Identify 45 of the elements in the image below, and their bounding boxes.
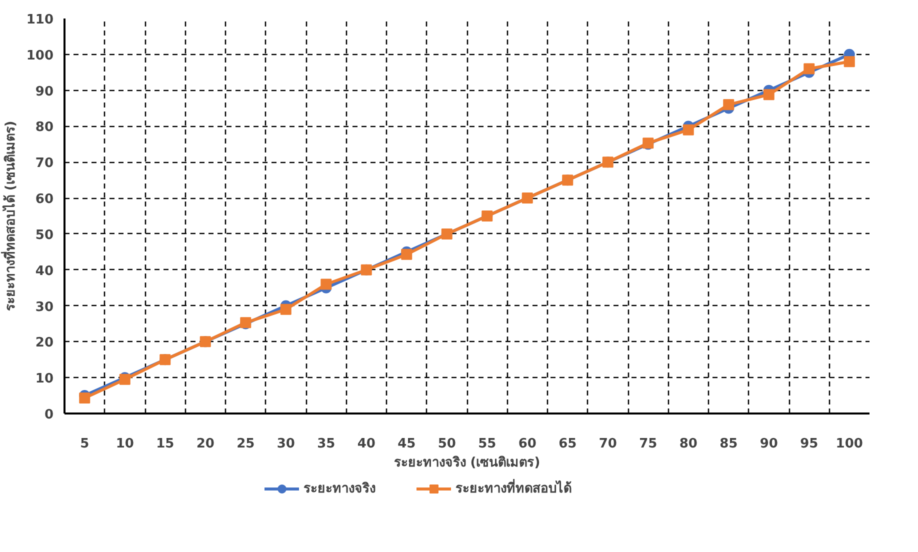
y-tick-label: 70 [35,156,54,172]
y-tick-label: 50 [35,228,54,243]
legend-label: ระยะทางจริง [304,480,376,498]
point [79,392,90,404]
x-tick-label: 15 [156,436,174,452]
y-tick-label: 110 [26,12,54,28]
x-tick-label: 10 [116,436,134,452]
x-tick-label: 80 [679,436,698,452]
x-tick-label: 40 [357,436,376,452]
y-axis-title: ระยะทางที่ทดสอบได้ (เซนติเมตร) [0,120,18,312]
x-tick-label: 100 [836,436,863,452]
legend-label: ระยะทางที่ทดสอบได้ [456,478,572,498]
x-tick-label: 35 [317,436,336,452]
y-tick-label: 80 [35,120,54,136]
y-tick-label: 90 [35,84,54,100]
y-tick-label: 40 [35,264,54,279]
point [763,89,774,100]
x-axis-title: ระยะทางจริง (เซนติเมตร) [394,456,540,470]
x-tick-label: 65 [558,436,577,452]
point [723,99,734,110]
x-tick-label: 90 [760,436,778,452]
x-tick-label: 55 [478,436,496,452]
x-tick-label: 50 [438,436,456,452]
y-tick-label: 60 [35,192,54,208]
point [682,124,694,136]
y-tick-label: 30 [35,300,54,315]
x-tick-label: 60 [518,436,536,452]
x-tick-label: 45 [398,436,416,452]
y-tick-label: 100 [26,48,54,64]
point [804,63,815,74]
y-tick-label: 10 [35,372,54,387]
point [320,278,332,290]
point [844,56,855,68]
x-tick-label: 5 [80,436,90,452]
x-tick-label: 85 [720,436,738,452]
x-tick-label: 95 [800,436,818,452]
point [401,248,412,260]
x-tick-label: 30 [276,436,295,452]
x-tick-label: 70 [598,436,617,452]
point [280,304,292,315]
y-tick-label: 0 [44,408,54,422]
x-tick-label: 75 [639,436,658,452]
y-tick-label: 20 [35,336,54,351]
x-tick-label: 20 [196,436,214,452]
x-tick-label: 25 [236,436,255,452]
